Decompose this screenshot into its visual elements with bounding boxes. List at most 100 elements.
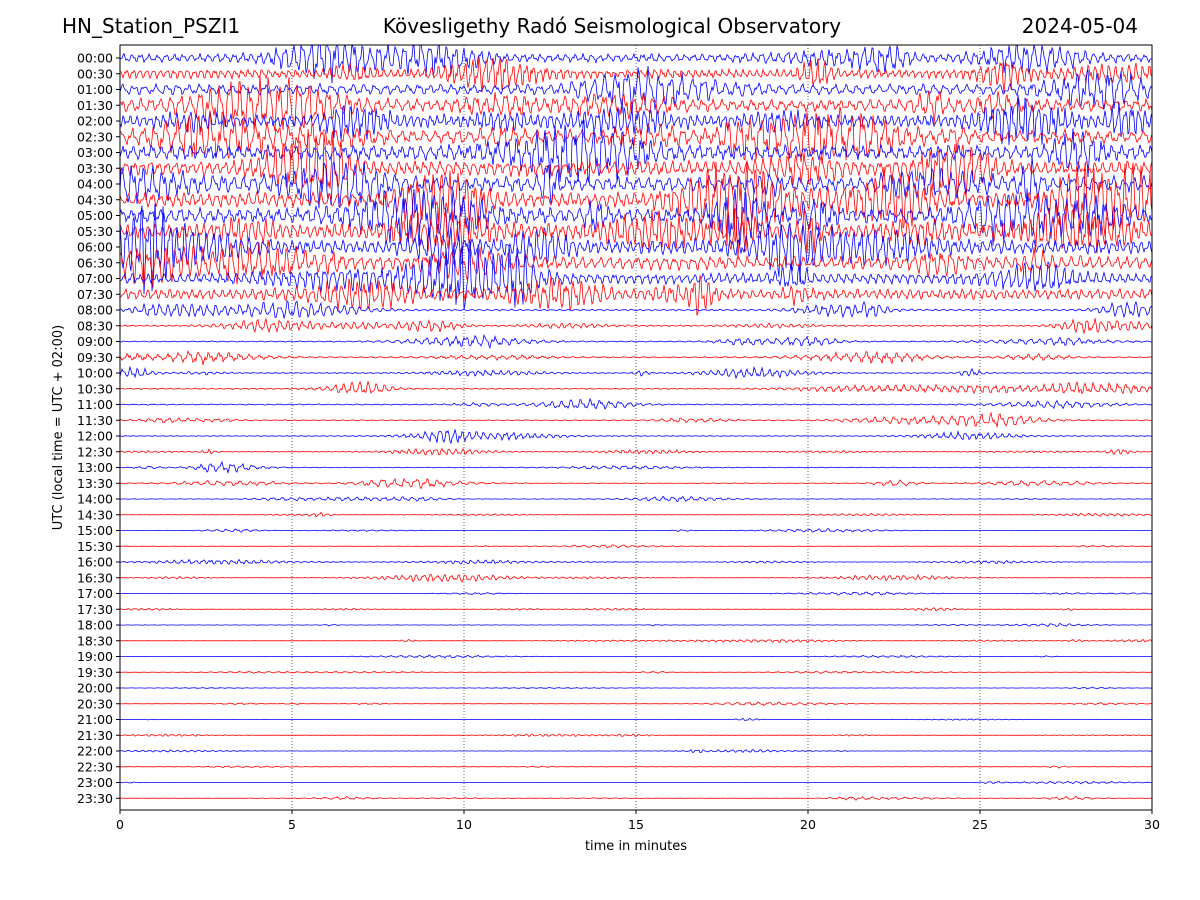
y-tick-label: 09:00	[77, 334, 113, 349]
seismogram-trace	[120, 622, 1152, 627]
y-tick-label: 01:00	[77, 82, 113, 97]
x-tick-label: 5	[288, 817, 296, 832]
seismogram-traces	[120, 45, 1152, 801]
y-tick-label: 04:00	[77, 177, 113, 192]
seismogram-trace	[120, 188, 1152, 247]
seismogram-trace	[120, 239, 1152, 310]
y-tick-label: 13:30	[77, 476, 113, 491]
axes: 00:0000:3001:0001:3002:0002:3003:0003:30…	[77, 51, 1160, 833]
seismogram-trace	[120, 780, 1152, 785]
seismogram-trace	[120, 495, 1152, 502]
seismogram-trace	[120, 119, 1152, 183]
seismogram-trace	[120, 511, 1152, 518]
seismogram-trace	[120, 527, 1152, 533]
x-tick-label: 30	[1144, 817, 1160, 832]
y-tick-label: 17:30	[77, 602, 113, 617]
y-tick-label: 00:30	[77, 66, 113, 81]
y-tick-label: 11:00	[77, 397, 113, 412]
y-tick-label: 09:30	[77, 350, 113, 365]
y-tick-label: 19:30	[77, 665, 113, 680]
y-tick-label: 00:00	[77, 51, 113, 66]
y-tick-label: 06:30	[77, 255, 113, 270]
y-tick-label: 21:00	[77, 712, 113, 727]
y-tick-label: 21:30	[77, 728, 113, 743]
x-tick-label: 25	[972, 817, 988, 832]
grid-lines	[291, 45, 981, 810]
y-tick-label: 15:30	[77, 539, 113, 554]
record-date: 2024-05-04	[1021, 14, 1138, 38]
y-tick-label: 15:00	[77, 523, 113, 538]
seismogram-trace	[120, 156, 1152, 209]
y-tick-label: 08:00	[77, 303, 113, 318]
y-tick-label: 07:30	[77, 287, 113, 302]
seismogram-trace	[120, 733, 1152, 738]
seismogram-trace	[120, 460, 1152, 475]
y-tick-label: 19:00	[77, 649, 113, 664]
seismogram-trace	[120, 701, 1152, 707]
y-tick-label: 16:00	[77, 555, 113, 570]
seismogram-trace	[120, 765, 1152, 769]
seismogram-trace	[120, 686, 1152, 690]
seismogram-trace	[120, 411, 1152, 428]
seismogram-trace	[120, 366, 1152, 380]
seismogram-trace	[120, 65, 1152, 114]
y-tick-label: 02:30	[77, 129, 113, 144]
seismogram-trace	[120, 477, 1152, 490]
y-tick-label: 12:00	[77, 429, 113, 444]
x-tick-label: 15	[628, 817, 644, 832]
seismogram-trace	[120, 239, 1152, 288]
y-tick-label: 02:00	[77, 114, 113, 129]
y-tick-label: 10:00	[77, 366, 113, 381]
y-tick-label: 22:00	[77, 744, 113, 759]
seismogram-trace	[120, 56, 1152, 94]
y-tick-label: 23:30	[77, 791, 113, 806]
y-tick-label: 03:30	[77, 161, 113, 176]
y-tick-label: 05:30	[77, 224, 113, 239]
seismogram-trace	[120, 207, 1152, 260]
y-tick-label: 18:00	[77, 618, 113, 633]
y-tick-label: 14:00	[77, 492, 113, 507]
seismogram-trace	[120, 654, 1152, 659]
x-tick-label: 0	[116, 817, 124, 832]
y-tick-label: 05:00	[77, 208, 113, 223]
seismogram-trace	[120, 129, 1152, 198]
x-axis-label: time in minutes	[585, 839, 687, 854]
seismogram-trace	[120, 74, 1152, 132]
seismogram-trace	[120, 45, 1152, 84]
y-tick-label: 03:00	[77, 145, 113, 160]
seismogram-trace	[120, 558, 1152, 565]
y-tick-label: 20:30	[77, 696, 113, 711]
seismogram-trace	[120, 317, 1152, 335]
seismogram-trace	[120, 350, 1152, 365]
y-tick-label: 20:00	[77, 681, 113, 696]
y-tick-label: 11:30	[77, 413, 113, 428]
seismogram-trace	[120, 748, 1152, 754]
seismogram-trace	[120, 300, 1152, 319]
seismogram-trace	[120, 717, 1152, 722]
y-tick-label: 16:30	[77, 570, 113, 585]
seismogram-trace	[120, 591, 1152, 596]
seismogram-trace	[120, 203, 1152, 295]
x-tick-label: 10	[456, 817, 472, 832]
station-name: HN_Station_PSZI1	[62, 14, 241, 38]
y-tick-label: 17:00	[77, 586, 113, 601]
seismogram-trace	[120, 607, 1152, 612]
seismogram-trace	[120, 544, 1152, 549]
seismogram-trace	[120, 638, 1152, 643]
y-tick-label: 22:30	[77, 759, 113, 774]
y-tick-label: 01:30	[77, 98, 113, 113]
y-tick-label: 07:00	[77, 271, 113, 286]
seismogram-trace	[120, 94, 1152, 146]
y-tick-label: 04:30	[77, 192, 113, 207]
y-tick-label: 12:30	[77, 444, 113, 459]
y-tick-label: 08:30	[77, 318, 113, 333]
seismogram-trace	[120, 447, 1152, 456]
observatory-title: Kövesligethy Radó Seismological Observat…	[382, 14, 842, 38]
x-tick-label: 20	[800, 817, 816, 832]
seismogram-trace	[120, 380, 1152, 395]
y-tick-label: 14:30	[77, 507, 113, 522]
y-tick-label: 23:00	[77, 775, 113, 790]
seismogram-trace	[120, 573, 1152, 583]
seismogram-trace	[120, 670, 1152, 674]
